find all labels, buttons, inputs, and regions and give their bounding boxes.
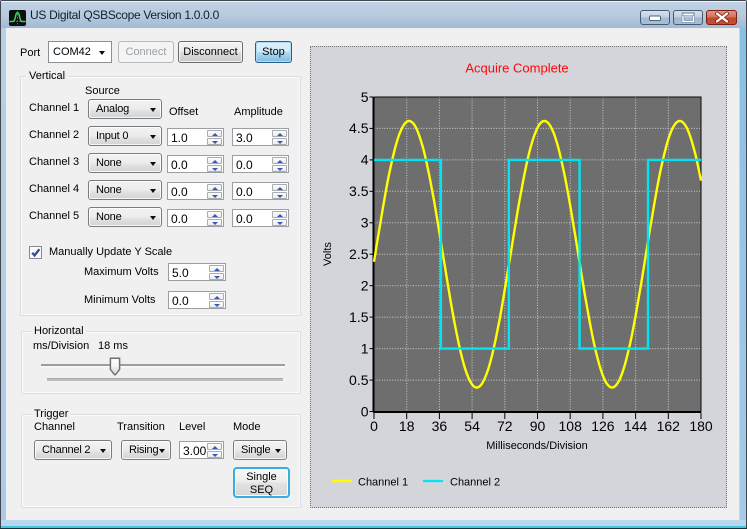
svg-text:Acquire Complete: Acquire Complete [465,61,568,76]
svg-text:1.5: 1.5 [349,309,369,325]
svg-text:4: 4 [361,152,369,168]
svg-text:0: 0 [361,403,369,419]
svg-text:5: 5 [361,89,369,105]
svg-text:180: 180 [689,418,713,434]
svg-text:2: 2 [361,278,369,294]
svg-text:3: 3 [361,215,369,231]
svg-text:4.5: 4.5 [349,120,369,136]
svg-text:3.5: 3.5 [349,183,369,199]
svg-text:0.5: 0.5 [349,372,369,388]
svg-text:Channel 1: Channel 1 [358,477,408,489]
svg-text:Milliseconds/Division: Milliseconds/Division [486,440,587,452]
svg-text:108: 108 [559,418,583,434]
svg-text:Channel 2: Channel 2 [450,477,500,489]
svg-text:54: 54 [464,418,480,434]
svg-text:1: 1 [361,340,369,356]
svg-text:144: 144 [624,418,648,434]
svg-text:72: 72 [497,418,513,434]
svg-text:36: 36 [432,418,448,434]
svg-text:18: 18 [399,418,415,434]
svg-text:90: 90 [530,418,546,434]
svg-text:2.5: 2.5 [349,246,369,262]
svg-text:162: 162 [657,418,681,434]
svg-text:Volts: Volts [322,242,334,266]
svg-text:0: 0 [370,418,378,434]
svg-text:126: 126 [591,418,615,434]
